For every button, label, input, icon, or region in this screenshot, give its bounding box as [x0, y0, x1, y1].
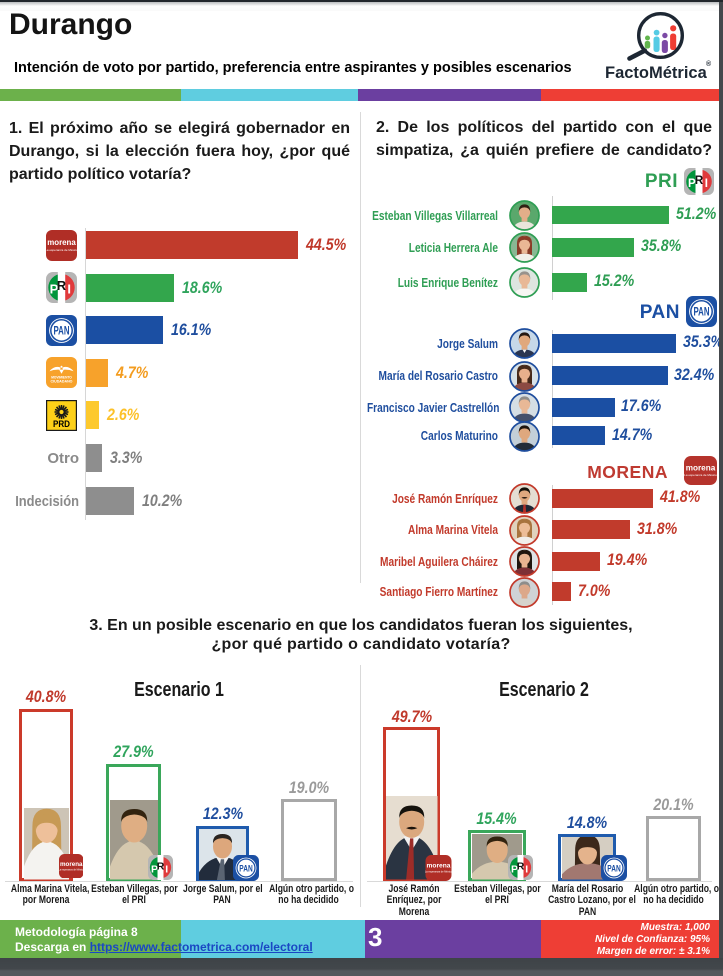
svg-text:La esperanza de México: La esperanza de México — [684, 473, 717, 477]
svg-text:I: I — [67, 282, 71, 297]
svg-text:PAN: PAN — [694, 307, 710, 319]
svg-text:®: ® — [706, 60, 712, 68]
svg-text:R: R — [517, 862, 525, 873]
svg-text:La esperanza de México: La esperanza de México — [425, 870, 452, 873]
svg-text:PRD: PRD — [53, 419, 70, 429]
svg-text:CIUDADANO: CIUDADANO — [51, 380, 73, 384]
svg-text:morena: morena — [59, 860, 82, 867]
svg-text:P: P — [511, 864, 518, 875]
svg-text:I: I — [525, 864, 528, 875]
svg-text:La esperanza de México: La esperanza de México — [46, 248, 77, 252]
svg-text:FactoMétrica: FactoMétrica — [605, 64, 708, 82]
svg-text:P: P — [50, 282, 59, 297]
svg-text:R: R — [695, 175, 704, 187]
svg-text:P: P — [150, 864, 157, 875]
svg-text:P: P — [688, 178, 696, 190]
svg-text:La esperanza de México: La esperanza de México — [59, 868, 84, 871]
svg-text:PAN: PAN — [239, 863, 252, 874]
svg-text:MOVIMIENTO: MOVIMIENTO — [51, 376, 72, 380]
svg-text:I: I — [165, 864, 168, 875]
svg-text:R: R — [57, 278, 67, 293]
svg-text:PAN: PAN — [54, 325, 70, 337]
svg-text:morena: morena — [686, 464, 716, 473]
svg-text:PAN: PAN — [607, 863, 620, 874]
svg-text:morena: morena — [427, 862, 451, 869]
svg-text:R: R — [156, 861, 164, 872]
svg-text:I: I — [705, 178, 708, 190]
svg-text:morena: morena — [47, 238, 76, 247]
